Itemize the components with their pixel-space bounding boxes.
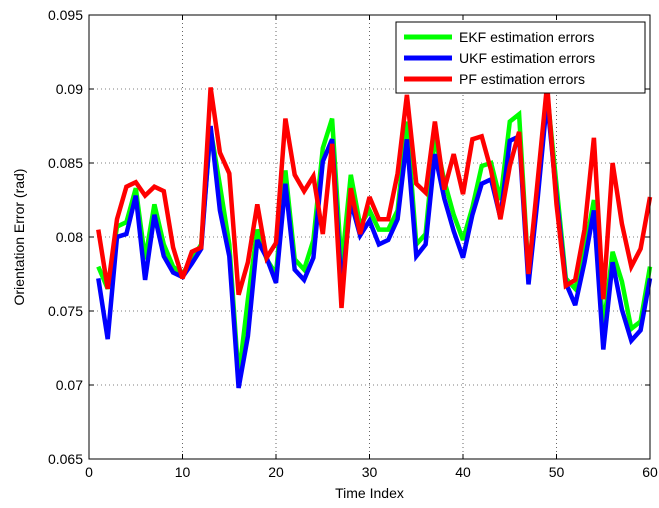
y-tick-label: 0.065 bbox=[48, 451, 83, 467]
legend-label-ekf: EKF estimation errors bbox=[459, 29, 594, 45]
y-tick-label: 0.08 bbox=[56, 229, 83, 245]
x-tick-label: 10 bbox=[175, 464, 191, 480]
series-line-pf bbox=[96, 84, 653, 309]
x-tick-label: 60 bbox=[642, 464, 658, 480]
y-tick-label: 0.085 bbox=[48, 155, 83, 171]
x-axis-label: Time Index bbox=[335, 485, 404, 501]
legend-label-ukf: UKF estimation errors bbox=[459, 50, 595, 66]
y-tick-label: 0.075 bbox=[48, 303, 83, 319]
series-layer bbox=[96, 84, 653, 389]
x-tick-label: 50 bbox=[549, 464, 565, 480]
x-tick-label: 20 bbox=[268, 464, 284, 480]
legend: EKF estimation errors UKF estimation erro… bbox=[395, 21, 646, 94]
y-tick-label: 0.09 bbox=[56, 81, 83, 97]
x-tick-label: 40 bbox=[455, 464, 471, 480]
legend-label-pf: PF estimation errors bbox=[459, 71, 585, 87]
y-axis-label: Orientation Error (rad) bbox=[11, 169, 27, 306]
y-tick-label: 0.07 bbox=[56, 377, 83, 393]
grid bbox=[89, 15, 650, 459]
y-tick-label: 0.095 bbox=[48, 7, 83, 23]
x-tick-label: 0 bbox=[85, 464, 93, 480]
x-tick-label: 30 bbox=[362, 464, 378, 480]
axis-ticks: 0 10 20 30 40 50 60 0.065 0.07 0.075 0.08 0.085 0.09… bbox=[48, 7, 658, 480]
